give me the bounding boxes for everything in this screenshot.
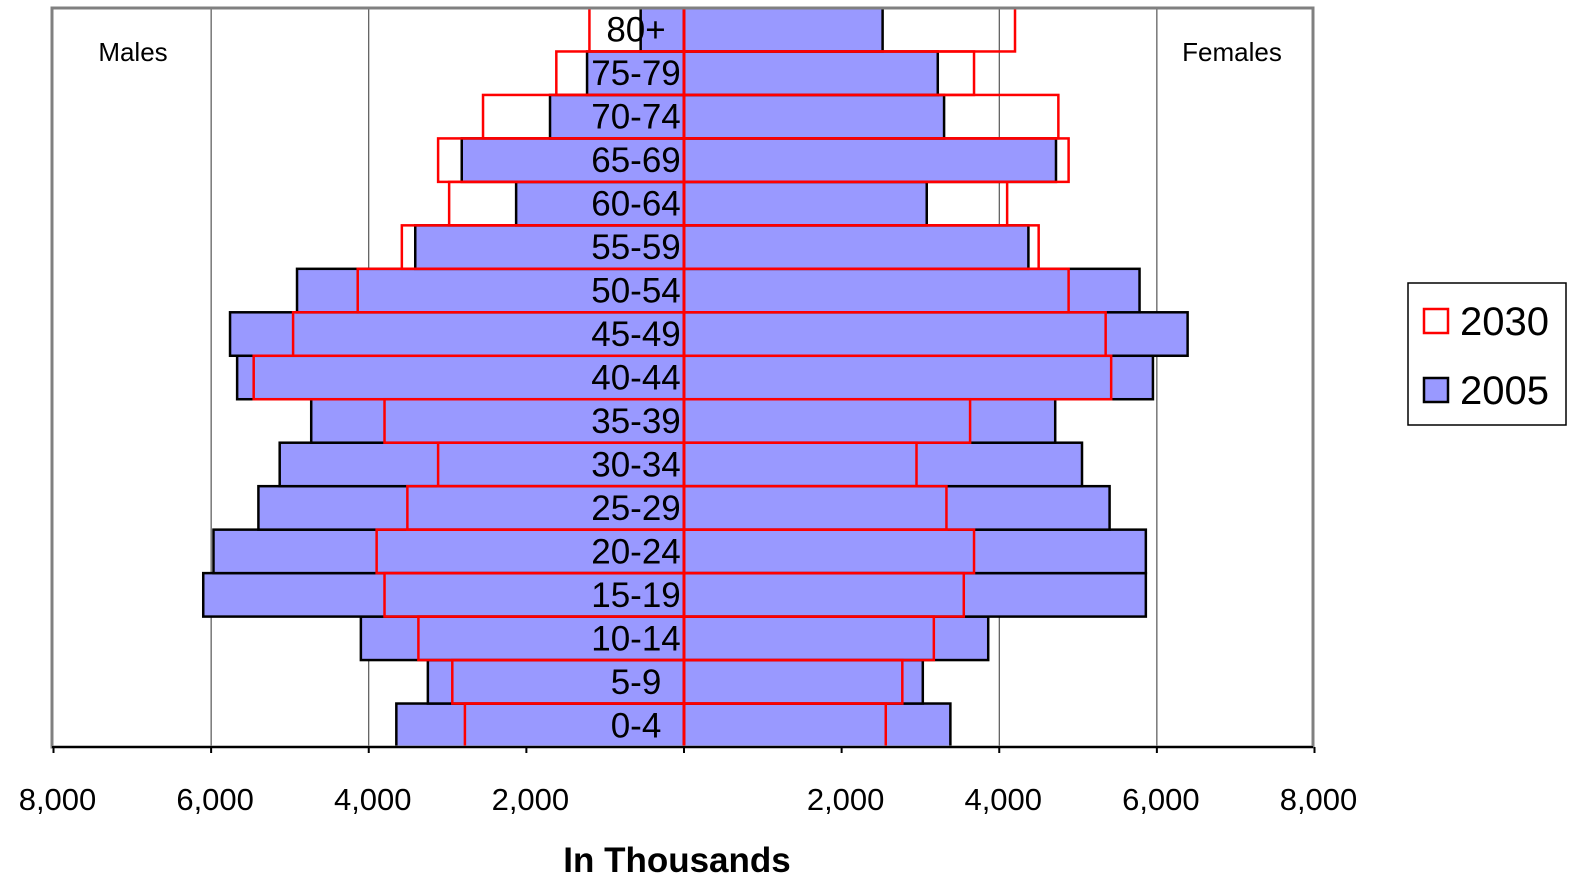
bar-2005-female-5-9 — [682, 658, 925, 705]
bar-2005-female-60-64 — [682, 180, 928, 227]
x-tick-label-left-2: 4,000 — [334, 782, 412, 817]
age-label-55-59: 55-59 — [591, 228, 681, 267]
legend-swatch-2005 — [1422, 376, 1450, 404]
legend-label-2030: 2030 — [1460, 300, 1549, 344]
bar-2005-female-70-74 — [682, 93, 946, 140]
age-label-45-49: 45-49 — [591, 315, 681, 354]
legend-label-2005: 2005 — [1460, 369, 1549, 413]
bar-2005-female-65-69 — [682, 137, 1058, 184]
x-axis-tick-labels: 8,000 6,000 4,000 2,000 2,000 4,000 6,000 8,000 — [19, 782, 1358, 817]
bar-2005-female-15-19 — [682, 571, 1148, 618]
x-tick-label-right-3: 8,000 — [1280, 782, 1358, 817]
x-tick-label-right-2: 6,000 — [1122, 782, 1200, 817]
bar-2005-female-20-24 — [682, 528, 1148, 575]
x-tick-label-right-0: 2,000 — [807, 782, 885, 817]
series-2005-bars — [201, 6, 1189, 749]
age-label-50-54: 50-54 — [591, 272, 681, 311]
x-tick-label-left-3: 2,000 — [492, 782, 570, 817]
x-tick-label-left-1: 6,000 — [176, 782, 254, 817]
x-tick-label-left-0: 8,000 — [19, 782, 97, 817]
age-label-10-14: 10-14 — [591, 619, 681, 658]
bar-2005-male-50-54 — [295, 267, 686, 314]
bar-2005-female-80+ — [682, 6, 884, 53]
x-axis-tick-marks — [52, 746, 1316, 753]
age-label-35-39: 35-39 — [591, 402, 681, 441]
bar-2005-male-55-59 — [413, 224, 686, 271]
bar-2005-male-0-4 — [395, 702, 686, 749]
bar-2005-female-30-34 — [682, 441, 1084, 488]
age-group-labels: 0-4 5-9 10-14 15-19 20-24 25-29 30-34 35-39 40-4… — [591, 11, 681, 746]
age-label-40-44: 40-44 — [591, 359, 681, 398]
bar-2005-female-0-4 — [682, 702, 952, 749]
x-axis-title: In Thousands — [563, 841, 791, 880]
bar-2005-female-35-39 — [682, 397, 1057, 444]
legend: 2030 2005 — [1407, 282, 1567, 426]
age-label-15-19: 15-19 — [591, 576, 681, 615]
age-label-75-79: 75-79 — [591, 54, 681, 93]
age-label-0-4: 0-4 — [611, 706, 662, 745]
females-label: Females — [1182, 37, 1282, 67]
age-label-30-34: 30-34 — [591, 445, 681, 484]
age-label-70-74: 70-74 — [591, 98, 681, 137]
legend-swatch-2030 — [1422, 307, 1450, 335]
age-label-60-64: 60-64 — [591, 185, 681, 224]
bar-2005-female-40-44 — [682, 354, 1155, 401]
bar-2005-female-55-59 — [682, 224, 1030, 271]
age-label-25-29: 25-29 — [591, 489, 681, 528]
bar-2005-female-25-29 — [682, 484, 1111, 531]
x-tick-label-right-1: 4,000 — [964, 782, 1042, 817]
bar-2005-female-50-54 — [682, 267, 1141, 314]
males-label: Males — [98, 37, 167, 67]
age-label-80+: 80+ — [606, 11, 665, 50]
bar-2005-female-45-49 — [682, 311, 1189, 358]
age-label-5-9: 5-9 — [611, 663, 662, 702]
bar-2005-female-75-79 — [682, 50, 940, 97]
bar-2005-female-10-14 — [682, 615, 990, 662]
age-label-20-24: 20-24 — [591, 532, 681, 571]
age-label-65-69: 65-69 — [591, 141, 681, 180]
